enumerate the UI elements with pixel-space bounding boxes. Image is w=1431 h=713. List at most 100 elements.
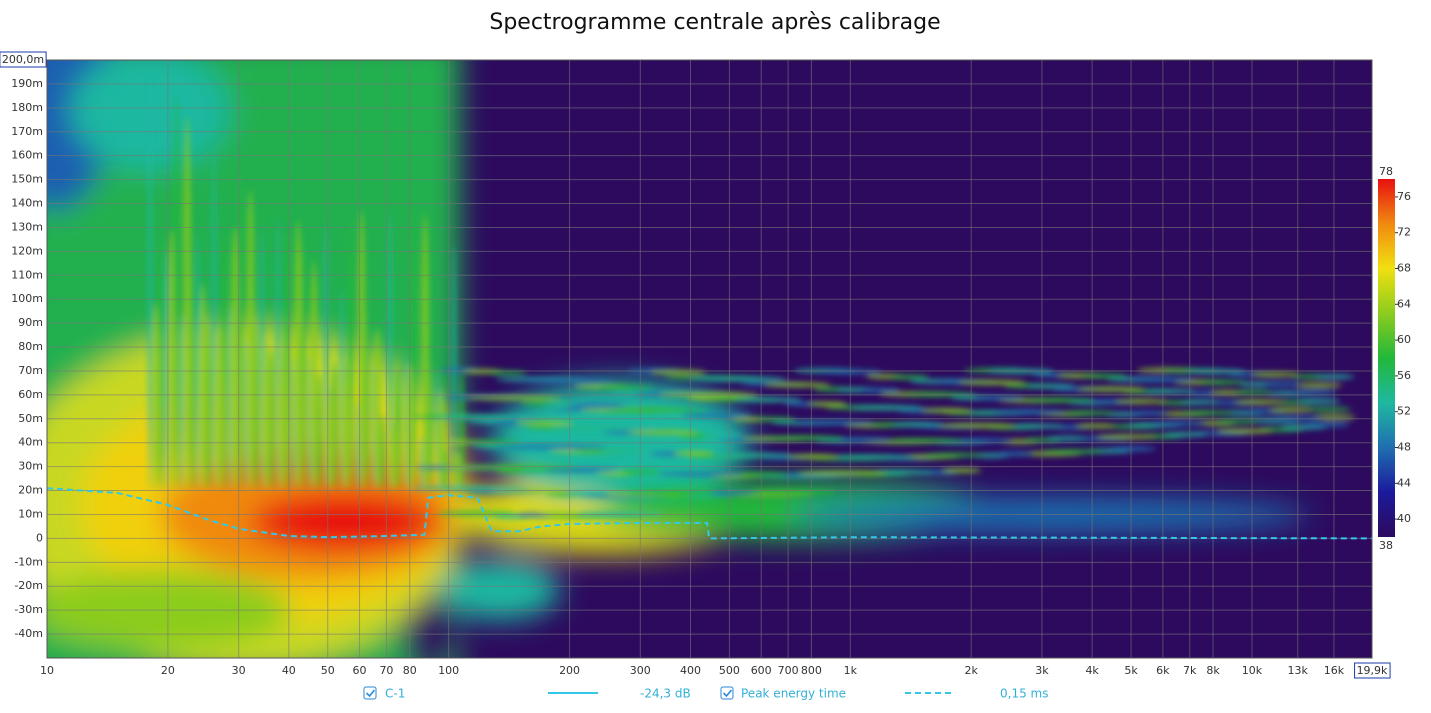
- streak: [798, 470, 888, 476]
- streak: [549, 425, 658, 431]
- y-tick-label: -30m: [14, 603, 43, 616]
- streak: [765, 435, 846, 441]
- streak: [1215, 418, 1261, 424]
- limit-box: [1354, 662, 1391, 679]
- y-limit-label: 200,0m: [2, 53, 44, 66]
- peak-energy-line: [46, 487, 1373, 540]
- x-tick-label: 16k: [1324, 664, 1345, 677]
- streak: [230, 227, 239, 490]
- streak: [627, 429, 700, 435]
- y-tick-label: 120m: [11, 244, 43, 257]
- streak: [954, 438, 1014, 444]
- streak: [1262, 381, 1302, 387]
- colorbar-tick-label: 64: [1397, 297, 1411, 310]
- colorbar: [1378, 179, 1395, 537]
- streak: [941, 467, 982, 473]
- streak: [838, 437, 891, 443]
- colorbar-tick-label: 68: [1397, 262, 1411, 275]
- x-tick-label: 10k: [1242, 664, 1263, 677]
- streak: [924, 452, 985, 458]
- streak: [1251, 371, 1299, 377]
- streak: [937, 423, 1017, 429]
- y-tick-label: 110m: [11, 268, 43, 281]
- streak: [436, 390, 445, 490]
- x-tick-label: 300: [630, 664, 651, 677]
- streak: [1314, 374, 1355, 380]
- x-tick-label: 200: [559, 664, 580, 677]
- streak: [1076, 386, 1145, 392]
- y-tick-label: -40m: [14, 627, 43, 640]
- streak: [151, 302, 160, 490]
- x-tick-label: 5k: [1124, 664, 1138, 677]
- streak: [621, 469, 661, 475]
- streak: [1162, 431, 1209, 437]
- y-tick-label: 20m: [18, 484, 43, 497]
- streak: [763, 382, 831, 388]
- streak: [1022, 397, 1095, 403]
- streak: [183, 116, 192, 490]
- streak: [711, 452, 795, 458]
- streak: [214, 329, 223, 490]
- legend-checkbox[interactable]: [720, 686, 734, 700]
- streak: [167, 230, 176, 490]
- streak: [164, 247, 169, 490]
- streak: [604, 408, 709, 414]
- x-tick-label: 500: [719, 664, 740, 677]
- colorbar-tick-label: 52: [1397, 405, 1411, 418]
- y-tick-label: -10m: [14, 555, 43, 568]
- streak: [1297, 398, 1341, 404]
- streak: [849, 405, 925, 411]
- streak: [1197, 379, 1248, 385]
- streak: [1080, 373, 1128, 379]
- streak: [494, 444, 608, 450]
- y-tick-label: 60m: [18, 388, 43, 401]
- y-tick-label: 190m: [11, 77, 43, 90]
- x-tick-label: 8k: [1206, 664, 1220, 677]
- streak: [795, 419, 874, 425]
- streak: [1287, 390, 1337, 396]
- legend-checkbox[interactable]: [363, 686, 377, 700]
- limit-box: [0, 51, 47, 68]
- streak: [1095, 434, 1156, 440]
- streak: [568, 402, 626, 408]
- y-tick-label: 130m: [11, 220, 43, 233]
- streak: [198, 284, 207, 490]
- legend-label: Peak energy time: [741, 687, 846, 701]
- y-tick-label: -20m: [14, 579, 43, 592]
- streak: [597, 385, 655, 391]
- x-tick-label: 4k: [1085, 664, 1099, 677]
- streak: [410, 485, 530, 491]
- streak: [891, 421, 943, 427]
- x-tick-label: 6k: [1156, 664, 1170, 677]
- streak: [921, 407, 972, 413]
- streak: [1293, 382, 1343, 388]
- streak: [817, 369, 882, 375]
- y-tick-label: 90m: [18, 316, 43, 329]
- streak: [703, 490, 759, 496]
- streak: [1109, 446, 1157, 452]
- y-tick-label: 140m: [11, 197, 43, 210]
- x-tick-label: 400: [680, 664, 701, 677]
- streak: [465, 395, 563, 401]
- streak: [515, 420, 574, 426]
- streak: [262, 337, 271, 490]
- y-tick-label: 40m: [18, 436, 43, 449]
- x-tick-label: 60: [353, 664, 367, 677]
- heatmap: [47, 60, 1372, 658]
- streak: [539, 511, 580, 517]
- streak: [597, 447, 671, 453]
- streak: [688, 376, 787, 382]
- x-tick-label: 80: [403, 664, 417, 677]
- streak: [785, 454, 839, 460]
- x-tick-label: 10: [40, 664, 54, 677]
- x-tick-label: 20: [161, 664, 175, 677]
- check-mark: [365, 689, 376, 698]
- y-tick-label: 0: [36, 531, 43, 544]
- streak: [1128, 410, 1168, 416]
- streak: [1046, 436, 1087, 442]
- y-tick-label: 70m: [18, 364, 43, 377]
- streak: [568, 490, 609, 496]
- x-tick-label: 700: [778, 664, 799, 677]
- streak: [991, 409, 1067, 415]
- streak: [487, 370, 527, 376]
